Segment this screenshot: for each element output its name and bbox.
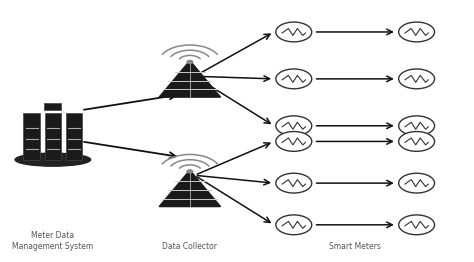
Circle shape — [399, 132, 435, 151]
Circle shape — [399, 116, 435, 136]
Polygon shape — [159, 170, 220, 206]
Circle shape — [276, 173, 312, 193]
Circle shape — [276, 132, 312, 151]
Circle shape — [399, 69, 435, 89]
Circle shape — [399, 215, 435, 235]
Circle shape — [187, 60, 193, 63]
Circle shape — [399, 22, 435, 42]
Text: Meter Data
Management System: Meter Data Management System — [12, 232, 93, 251]
Circle shape — [276, 215, 312, 235]
FancyBboxPatch shape — [45, 113, 61, 160]
Circle shape — [187, 170, 193, 173]
FancyBboxPatch shape — [23, 113, 40, 160]
Ellipse shape — [15, 153, 91, 166]
Circle shape — [276, 116, 312, 136]
Polygon shape — [159, 61, 220, 97]
FancyBboxPatch shape — [45, 103, 61, 110]
Circle shape — [399, 173, 435, 193]
Text: Data Collector: Data Collector — [163, 242, 218, 251]
FancyBboxPatch shape — [66, 113, 82, 160]
Text: Smart Meters: Smart Meters — [329, 242, 381, 251]
Circle shape — [276, 69, 312, 89]
Circle shape — [276, 22, 312, 42]
